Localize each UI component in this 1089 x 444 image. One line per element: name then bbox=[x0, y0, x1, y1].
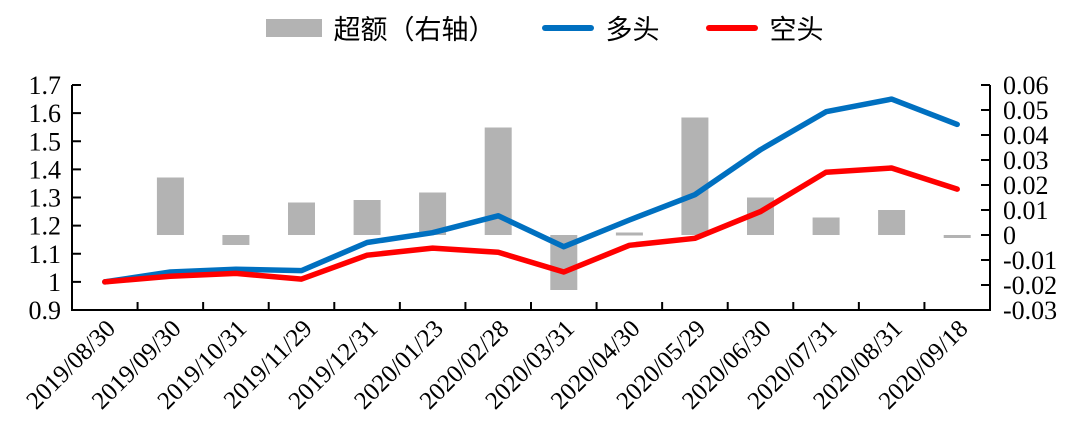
excess-bar bbox=[681, 117, 709, 235]
right-axis-label: 0.05 bbox=[1003, 96, 1049, 125]
excess-bar bbox=[615, 232, 643, 236]
right-axis-label: -0.03 bbox=[1003, 296, 1057, 325]
short-line-series bbox=[102, 165, 960, 285]
long-line-swatch bbox=[541, 24, 594, 31]
legend-item-excess: 超额（右轴） bbox=[265, 8, 496, 47]
legend-label-long: 多头 bbox=[605, 15, 660, 45]
excess-bar bbox=[156, 177, 184, 235]
legend-item-long: 多头 bbox=[541, 8, 660, 47]
excess-bar bbox=[222, 235, 250, 245]
long-line-series bbox=[102, 96, 960, 285]
left-axis-label: 1.7 bbox=[29, 71, 62, 100]
chart-legend: 超额（右轴） 多头 空头 bbox=[0, 8, 1089, 47]
excess-bar bbox=[288, 202, 315, 235]
short-line-swatch bbox=[705, 24, 758, 31]
right-axis-label: 0.03 bbox=[1003, 146, 1049, 175]
right-axis-label: -0.01 bbox=[1003, 246, 1057, 275]
left-axis-label: 1 bbox=[48, 268, 61, 297]
right-axis-label: 0.04 bbox=[1003, 121, 1049, 150]
legend-label-excess: 超额（右轴） bbox=[333, 15, 496, 45]
left-axis-label: 1.6 bbox=[29, 99, 62, 128]
left-axis-label: 1.2 bbox=[29, 212, 62, 241]
legend-item-short: 空头 bbox=[705, 8, 824, 47]
right-axis-label: -0.02 bbox=[1003, 271, 1057, 300]
right-axis-label: 0.06 bbox=[1003, 71, 1049, 100]
right-axis-label: 0.02 bbox=[1003, 171, 1049, 200]
left-axis-label: 1.1 bbox=[29, 240, 62, 269]
left-axis-label: 0.9 bbox=[29, 296, 62, 325]
excess-bar bbox=[353, 200, 381, 235]
right-axis-label: 0 bbox=[1003, 221, 1016, 250]
left-axis-label: 1.3 bbox=[29, 184, 62, 213]
excess-bar bbox=[878, 210, 906, 235]
left-axis-label: 1.5 bbox=[29, 127, 62, 156]
right-axis-label: 0.01 bbox=[1003, 196, 1049, 225]
excess-bar bbox=[812, 217, 840, 235]
excess-bar-swatch bbox=[265, 18, 322, 37]
legend-label-short: 空头 bbox=[769, 15, 824, 45]
excess-bar bbox=[943, 235, 971, 238]
left-axis-label: 1.4 bbox=[29, 155, 62, 184]
